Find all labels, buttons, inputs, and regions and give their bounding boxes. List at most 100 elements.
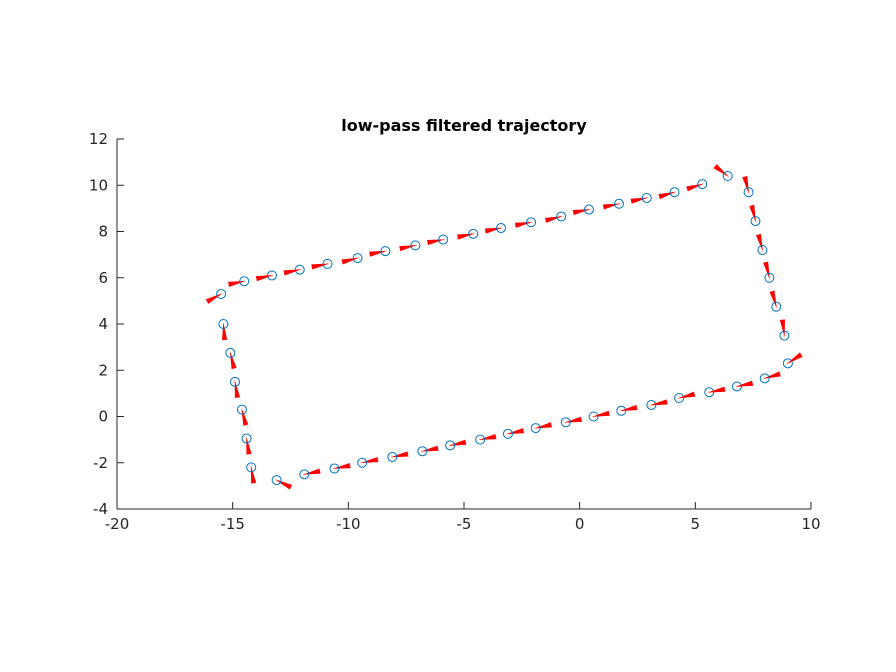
- heading-arrow: [222, 322, 228, 341]
- trajectory-point: [410, 240, 421, 251]
- y-tick-label: 12: [89, 130, 108, 148]
- x-tick-label: -20: [105, 515, 130, 533]
- heading-arrow: [545, 215, 564, 223]
- trajectory-point: [329, 463, 340, 474]
- heading-arrow: [228, 280, 247, 288]
- trajectory-point: [782, 358, 793, 369]
- trajectory-point: [583, 204, 594, 215]
- trajectory-point: [731, 381, 742, 392]
- heading-arrow: [649, 399, 668, 406]
- trajectory-point: [225, 347, 236, 358]
- heading-arrow: [234, 379, 241, 399]
- trajectory-point: [759, 373, 770, 384]
- heading-arrow: [756, 233, 763, 252]
- trajectory-point: [779, 330, 790, 341]
- heading-arrow: [246, 436, 252, 455]
- trajectory-point: [357, 457, 368, 468]
- trajectory-point: [704, 387, 715, 398]
- trajectory-point: [241, 433, 252, 444]
- heading-arrow: [420, 445, 439, 452]
- heading-arrow: [505, 428, 525, 435]
- x-tick-label: -10: [336, 515, 361, 533]
- trajectory-point: [757, 245, 768, 255]
- trajectory-point: [387, 451, 398, 462]
- trajectory-point: [674, 393, 685, 403]
- trajectory-point: [246, 462, 257, 473]
- heading-arrow: [742, 176, 750, 195]
- heading-arrow: [630, 197, 649, 204]
- trajectory-point: [526, 217, 537, 228]
- heading-arrow: [283, 269, 302, 276]
- heading-arrow: [274, 479, 293, 490]
- trajectory-point: [322, 258, 333, 269]
- trajectory-point: [641, 192, 652, 203]
- trajectory-point: [502, 428, 513, 439]
- trajectory-point: [299, 469, 310, 480]
- heading-arrow: [332, 462, 351, 469]
- trajectory-series: [205, 164, 803, 490]
- trajectory-point: [697, 179, 708, 190]
- x-tick-label: 10: [801, 515, 820, 533]
- trajectory-point: [530, 423, 541, 434]
- x-tick-label: 0: [575, 515, 585, 533]
- trajectory-point: [468, 228, 479, 239]
- x-tick-label: 5: [691, 515, 701, 533]
- heading-arrow: [658, 191, 677, 200]
- heading-arrow: [713, 164, 730, 178]
- trajectory-point: [743, 187, 754, 198]
- heading-arrow: [241, 407, 249, 426]
- heading-arrow: [572, 209, 591, 216]
- trajectory-point: [352, 253, 363, 264]
- trajectory-point: [771, 301, 782, 312]
- heading-arrow: [478, 434, 497, 441]
- trajectory-point: [560, 417, 571, 428]
- heading-arrow: [707, 386, 726, 393]
- heading-arrow: [484, 227, 503, 234]
- trajectory-point: [646, 399, 657, 410]
- y-tick-label: 6: [98, 269, 108, 287]
- heading-arrow: [533, 422, 552, 429]
- trajectory-point: [613, 198, 624, 209]
- trajectory-point: [496, 223, 507, 234]
- x-tick-label: -15: [220, 515, 245, 533]
- heading-arrow: [390, 451, 409, 458]
- heading-arrow: [255, 275, 274, 282]
- heading-arrow: [749, 204, 756, 224]
- heading-arrow: [341, 257, 360, 265]
- heading-arrow: [602, 203, 621, 210]
- trajectory-point: [588, 411, 599, 422]
- trajectory-point: [445, 440, 456, 451]
- heading-arrow: [591, 410, 610, 417]
- trajectory-point: [438, 234, 449, 245]
- y-tick-label: 0: [98, 408, 108, 426]
- heading-arrow: [686, 183, 705, 192]
- heading-arrow: [619, 404, 638, 412]
- heading-arrow: [786, 352, 803, 365]
- heading-arrow: [763, 261, 770, 280]
- trajectory-point: [556, 211, 567, 222]
- y-tick-label: -4: [93, 500, 108, 518]
- trajectory-point: [218, 319, 229, 329]
- y-tick-label: 2: [98, 361, 108, 379]
- trajectory-point: [380, 246, 391, 257]
- trajectory-point: [616, 405, 627, 416]
- heading-arrow: [369, 250, 388, 257]
- heading-arrow: [448, 439, 467, 446]
- trajectory-point: [764, 272, 775, 283]
- heading-arrow: [302, 468, 321, 475]
- heading-arrow: [457, 233, 476, 240]
- heading-arrow: [229, 350, 237, 370]
- heading-arrow: [360, 456, 379, 464]
- trajectory-point: [229, 376, 240, 387]
- heading-arrow: [399, 244, 418, 252]
- y-tick-label: -2: [93, 454, 108, 472]
- heading-arrow: [735, 380, 754, 387]
- trajectory-point: [294, 264, 305, 275]
- heading-arrow: [426, 239, 446, 246]
- trajectory-point: [239, 276, 250, 287]
- heading-arrow: [514, 221, 534, 228]
- trajectory-point: [722, 171, 733, 181]
